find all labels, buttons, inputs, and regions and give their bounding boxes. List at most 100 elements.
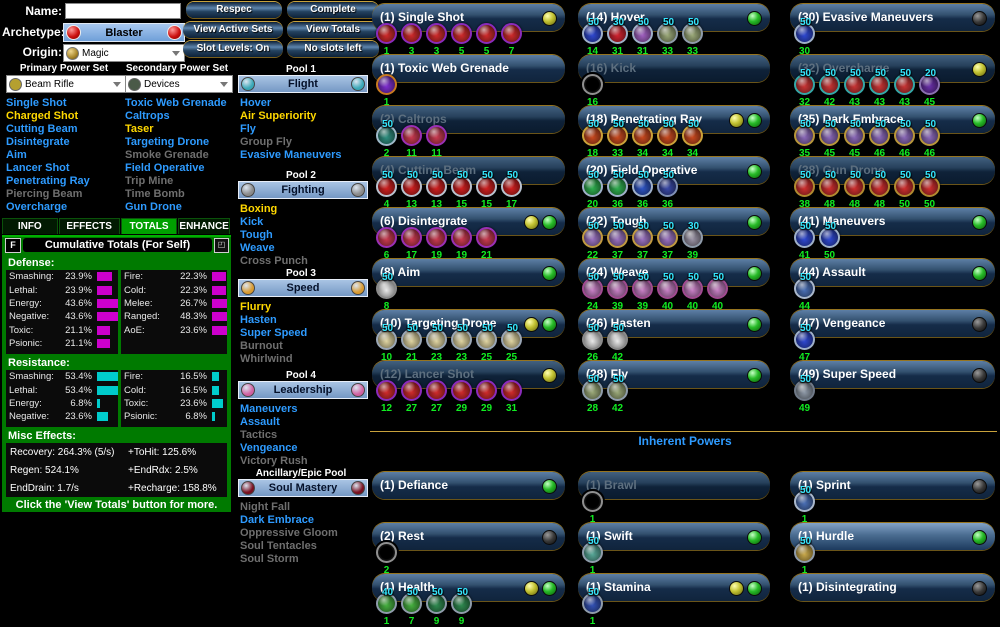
- power-list-item[interactable]: Aim: [6, 149, 27, 161]
- power-list-item[interactable]: Hasten: [240, 314, 277, 326]
- power-list-item[interactable]: Boxing: [240, 203, 278, 215]
- origin-selector[interactable]: Magic: [63, 44, 185, 62]
- enhancement-slot[interactable]: 50 40: [656, 272, 681, 312]
- tab-effects[interactable]: EFFECTS: [58, 218, 120, 234]
- enhancement-slot[interactable]: 50 47: [793, 323, 818, 363]
- enhancement-slot[interactable]: 30 31: [606, 17, 631, 57]
- enhancement-slot[interactable]: 50 34: [656, 119, 681, 159]
- enhancement-slot[interactable]: 50 22: [581, 221, 606, 261]
- enhancement-slot[interactable]: 50 13: [425, 170, 450, 210]
- enhancement-slot[interactable]: 50 37: [656, 221, 681, 261]
- power-list-item[interactable]: Soul Storm: [240, 553, 299, 565]
- power-bar[interactable]: (30) Evasive Maneuvers: [790, 4, 995, 31]
- enhancement-slot[interactable]: 31: [500, 374, 525, 414]
- pool-selector[interactable]: Speed: [238, 279, 368, 297]
- enhancement-slot[interactable]: 5: [450, 17, 475, 57]
- enhancement-slot[interactable]: 50 23: [425, 323, 450, 363]
- power-list-item[interactable]: Caltrops: [125, 110, 170, 122]
- archetype-selector[interactable]: Blaster: [63, 23, 185, 42]
- enhancement-slot[interactable]: 50 18: [581, 119, 606, 159]
- enhancement-slot[interactable]: 50 8: [375, 272, 400, 312]
- enhancement-slot[interactable]: 50 41: [793, 221, 818, 261]
- respec-button[interactable]: Respec: [186, 2, 282, 18]
- power-list-item[interactable]: Overcharge: [6, 201, 68, 213]
- power-bar[interactable]: (1) Swift: [578, 523, 770, 550]
- float-button[interactable]: F: [5, 237, 21, 253]
- enhancement-slot[interactable]: 7: [500, 17, 525, 57]
- enhancement-slot[interactable]: 50 48: [868, 170, 893, 210]
- enhancement-slot[interactable]: 50 36: [656, 170, 681, 210]
- enhancement-slot[interactable]: 20 45: [918, 68, 943, 108]
- power-bar[interactable]: (41) Maneuvers: [790, 208, 995, 235]
- power-list-item[interactable]: Targeting Drone: [125, 136, 210, 148]
- enhancement-slot[interactable]: 50 39: [631, 272, 656, 312]
- archetype-icon[interactable]: [66, 25, 81, 40]
- power-bar[interactable]: (28) Fly: [578, 361, 770, 388]
- slot-levels-button[interactable]: Slot Levels: On: [183, 41, 283, 57]
- view-active-sets-button[interactable]: View Active Sets: [183, 22, 283, 38]
- power-list-item[interactable]: Vengeance: [240, 442, 298, 454]
- enhancement-slot[interactable]: 50 33: [606, 119, 631, 159]
- enhancement-slot[interactable]: 3: [400, 17, 425, 57]
- enhancement-slot[interactable]: 5: [475, 17, 500, 57]
- power-bar[interactable]: (2) Rest: [372, 523, 565, 550]
- enhancement-slot[interactable]: 50 9: [450, 587, 475, 627]
- enhancement-slot[interactable]: 50 45: [818, 119, 843, 159]
- power-bar[interactable]: (1) Sprint: [790, 472, 995, 499]
- power-list-item[interactable]: Gun Drone: [125, 201, 182, 213]
- power-list-item[interactable]: Fly: [240, 123, 256, 135]
- power-list-item[interactable]: Cross Punch: [240, 255, 308, 267]
- power-bar[interactable]: (1) Brawl: [578, 472, 770, 499]
- power-list-item[interactable]: Group Fly: [240, 136, 292, 148]
- enhancement-slot[interactable]: 50 34: [681, 119, 706, 159]
- no-slots-left-button[interactable]: No slots left: [287, 41, 379, 57]
- enhancement-slot[interactable]: 50 1: [793, 536, 818, 576]
- tab-totals[interactable]: TOTALS: [120, 218, 178, 234]
- enhancement-slot[interactable]: 50 35: [793, 119, 818, 159]
- power-list-item[interactable]: Hover: [240, 97, 272, 109]
- enhancement-slot[interactable]: 50 32: [793, 68, 818, 108]
- enhancement-slot[interactable]: 50 15: [475, 170, 500, 210]
- enhancement-slot[interactable]: 50 1: [581, 536, 606, 576]
- enhancement-slot[interactable]: 50 20: [581, 170, 606, 210]
- power-list-item[interactable]: Tactics: [240, 429, 278, 441]
- name-input[interactable]: [65, 3, 181, 19]
- power-list-item[interactable]: Tough: [240, 229, 273, 241]
- power-list-item[interactable]: Oppressive Gloom: [240, 527, 338, 539]
- power-list-item[interactable]: Piercing Beam: [6, 188, 83, 200]
- power-list-item[interactable]: Soul Tentacles: [240, 540, 317, 552]
- enhancement-slot[interactable]: 50 40: [681, 272, 706, 312]
- enhancement-slot[interactable]: 50 30: [793, 17, 818, 57]
- enhancement-slot[interactable]: 17: [400, 221, 425, 261]
- enhancement-slot[interactable]: 50 1: [793, 485, 818, 525]
- primary-powerset-selector[interactable]: Beam Rifle: [6, 75, 126, 93]
- enhancement-slot[interactable]: 50 26: [581, 323, 606, 363]
- pool-selector[interactable]: Flight: [238, 75, 368, 93]
- enhancement-slot[interactable]: 3: [425, 17, 450, 57]
- pool-selector[interactable]: Fighting: [238, 181, 368, 199]
- power-bar[interactable]: (1) Hurdle: [790, 523, 995, 550]
- enhancement-slot[interactable]: 50 43: [893, 68, 918, 108]
- power-list-item[interactable]: Disintegrate: [6, 136, 70, 148]
- archetype-icon[interactable]: [167, 25, 182, 40]
- power-list-item[interactable]: Flurry: [240, 301, 272, 313]
- enhancement-slot[interactable]: 1: [375, 68, 400, 108]
- power-list-item[interactable]: Maneuvers: [240, 403, 298, 415]
- power-bar[interactable]: (1) Defiance: [372, 472, 565, 499]
- power-list-item[interactable]: Dark Embrace: [240, 514, 314, 526]
- enhancement-slot[interactable]: 40 1: [375, 587, 400, 627]
- enhancement-slot[interactable]: 27: [400, 374, 425, 414]
- enhancement-slot[interactable]: 50 25: [475, 323, 500, 363]
- enhancement-slot[interactable]: 29: [475, 374, 500, 414]
- enhancement-slot[interactable]: 19: [425, 221, 450, 261]
- enhancement-slot[interactable]: 21: [475, 221, 500, 261]
- power-bar[interactable]: (1) Stamina: [578, 574, 770, 601]
- enhancement-slot[interactable]: 50 36: [606, 170, 631, 210]
- enhancement-slot[interactable]: 50 14: [581, 17, 606, 57]
- power-list-item[interactable]: Evasive Maneuvers: [240, 149, 342, 161]
- enhancement-slot[interactable]: 50 42: [606, 374, 631, 414]
- enhancement-slot[interactable]: 50 46: [918, 119, 943, 159]
- power-list-item[interactable]: Whirlwind: [240, 353, 293, 365]
- enhancement-slot[interactable]: 50 46: [893, 119, 918, 159]
- enhancement-slot[interactable]: 50 45: [843, 119, 868, 159]
